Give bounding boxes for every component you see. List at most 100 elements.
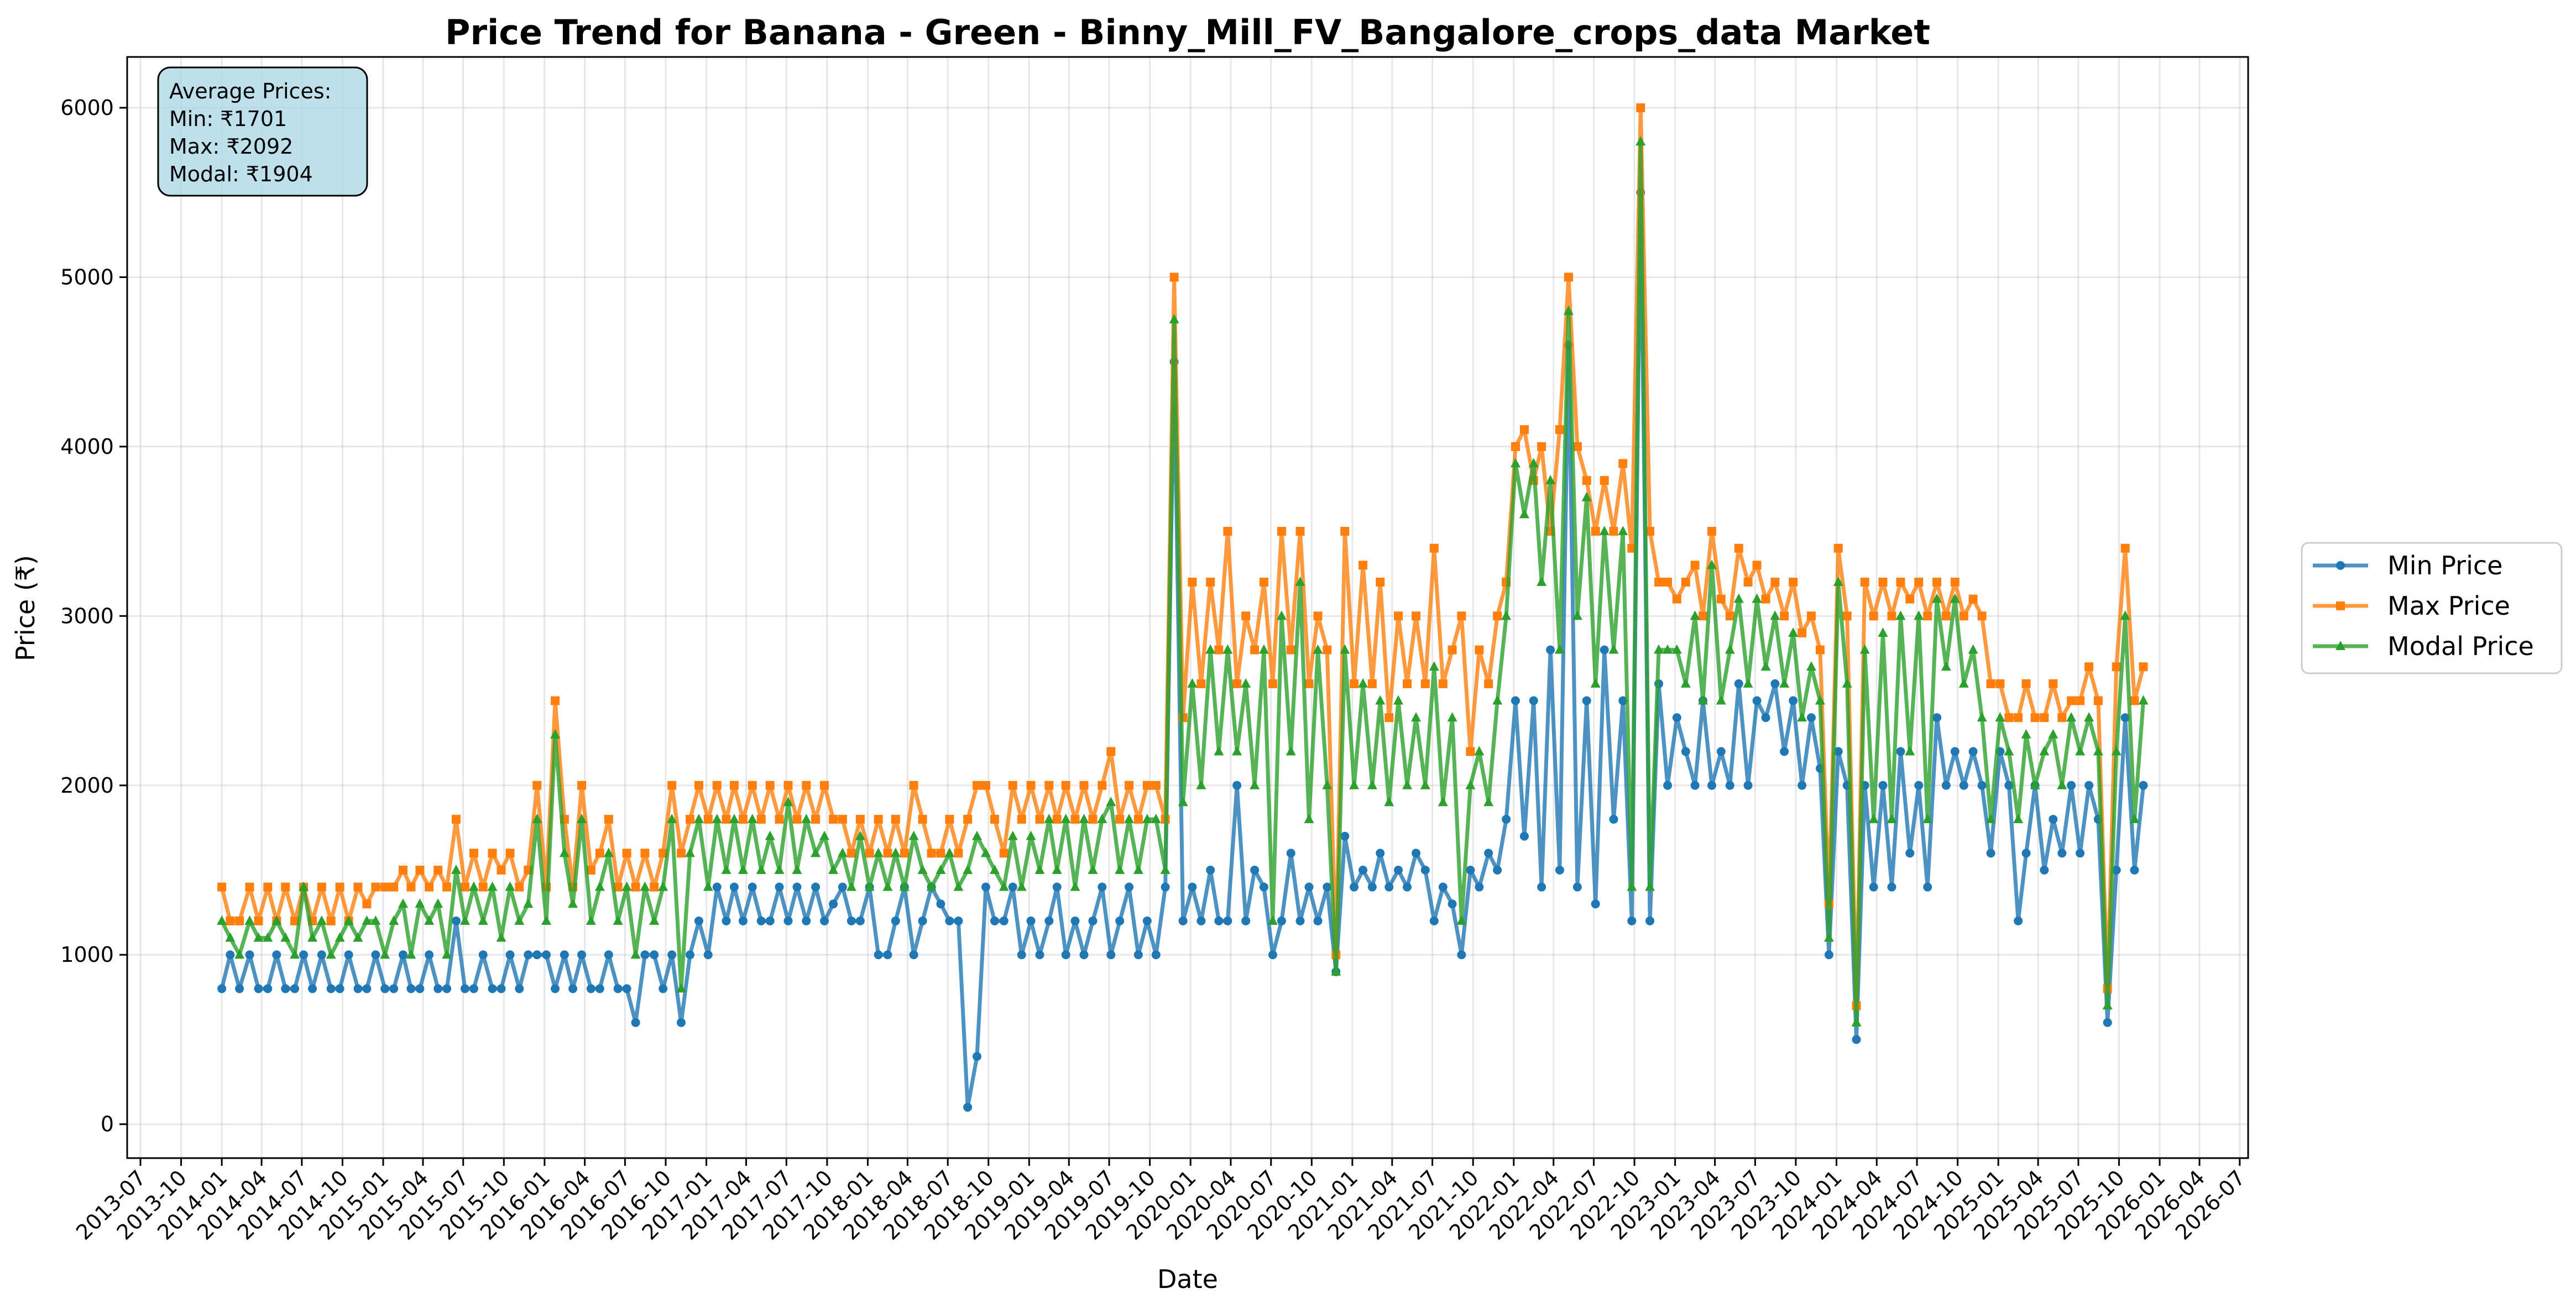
- min-price-point: [738, 916, 748, 925]
- min-price-point: [1358, 866, 1368, 875]
- min-price-point: [1546, 645, 1555, 654]
- min-price-point: [1770, 679, 1780, 688]
- max-price-point: [792, 815, 802, 824]
- max-price-point: [317, 882, 326, 892]
- modal-price-point: [1554, 644, 1565, 654]
- min-price-point: [685, 950, 694, 960]
- max-price-point: [613, 882, 623, 892]
- max-price-point: [1923, 611, 1932, 621]
- y-axis: 0 1000 2000 3000 4000 5000 6000: [60, 96, 127, 1137]
- min-price-point: [1582, 696, 1591, 705]
- modal-price-point: [1079, 814, 1089, 824]
- min-price-point: [1484, 849, 1493, 858]
- min-price-point: [1052, 882, 1062, 892]
- min-price-point: [1106, 950, 1116, 960]
- modal-price-point: [1411, 712, 1422, 722]
- max-price-point: [1672, 594, 1681, 604]
- modal-price-point: [1950, 593, 1960, 603]
- min-price-point: [1035, 950, 1044, 960]
- max-price-point: [1259, 578, 1268, 587]
- max-price-point: [1752, 561, 1762, 570]
- modal-price-point: [406, 949, 416, 959]
- max-price-point: [2004, 713, 2014, 722]
- modal-price-point: [1052, 865, 1062, 875]
- modal-price-point: [1842, 678, 1852, 688]
- min-price-point: [659, 984, 668, 993]
- max-price-point: [1142, 781, 1152, 790]
- min-price-point: [936, 899, 945, 909]
- x-axis-label: Date: [1157, 1264, 1218, 1294]
- modal-price-point: [1222, 644, 1233, 654]
- modal-price-point: [559, 847, 569, 857]
- modal-price-point: [1340, 644, 1350, 654]
- max-price-point: [1115, 815, 1125, 824]
- min-price-point: [722, 916, 731, 925]
- min-price-point: [1223, 916, 1232, 925]
- max-price-point: [874, 815, 883, 824]
- modal-price-point: [1977, 712, 1987, 722]
- max-price-point: [488, 849, 497, 858]
- min-price-point: [263, 984, 273, 993]
- modal-price-point: [290, 949, 300, 959]
- min-price-point: [2076, 849, 2085, 858]
- max-price-point: [1484, 679, 1493, 688]
- min-price-point: [1663, 781, 1673, 790]
- min-price-point: [497, 984, 506, 993]
- min-price-point: [999, 916, 1009, 925]
- max-price-point: [1061, 781, 1070, 790]
- max-price-point: [1493, 611, 1502, 621]
- min-price-point: [308, 984, 317, 993]
- min-price-point: [1376, 849, 1385, 858]
- modal-price-point: [217, 915, 227, 925]
- min-price-point: [883, 950, 892, 960]
- modal-price-point: [541, 915, 552, 925]
- modal-price-point: [667, 814, 677, 824]
- max-price-point: [1833, 543, 1843, 553]
- modal-price-point: [1115, 865, 1125, 875]
- max-price-point: [918, 815, 927, 824]
- min-price-point: [595, 984, 604, 993]
- min-price-point: [1852, 1035, 1861, 1044]
- max-price-point: [1429, 543, 1439, 553]
- modal-price-point: [478, 915, 488, 925]
- max-price-point: [2049, 679, 2058, 688]
- modal-price-point: [1654, 644, 1664, 654]
- max-price-point: [1188, 578, 1197, 587]
- max-price-point: [362, 899, 372, 909]
- min-price-point: [1313, 916, 1323, 925]
- modal-price-point: [1941, 661, 1951, 671]
- max-price-point: [1106, 747, 1116, 756]
- modal-price-point: [1905, 746, 1915, 756]
- max-price-point: [712, 781, 722, 790]
- modal-price-point: [729, 814, 739, 824]
- max-price-point: [1367, 679, 1377, 688]
- min-price-point: [694, 916, 703, 925]
- max-price-point: [532, 781, 542, 790]
- modal-price-point: [550, 729, 561, 739]
- max-price-point: [1572, 442, 1582, 451]
- modal-price-point: [433, 898, 443, 908]
- max-price-point: [1232, 679, 1242, 688]
- modal-price-point: [1690, 610, 1700, 620]
- max-price-point: [1250, 645, 1260, 654]
- max-price-point: [1734, 543, 1743, 553]
- min-price-point: [1627, 916, 1637, 925]
- modal-price-point: [2048, 729, 2058, 739]
- modal-price-point: [1779, 678, 1790, 688]
- min-price-point: [1044, 916, 1054, 925]
- max-price-point: [900, 849, 909, 858]
- min-price-point: [1088, 916, 1098, 925]
- min-price-point: [1457, 950, 1466, 960]
- min-price-point: [362, 984, 372, 993]
- legend-label-max-price: Max Price: [2387, 591, 2510, 621]
- modal-price-point: [1276, 610, 1287, 620]
- max-price-point: [1887, 611, 1896, 621]
- min-price-point: [838, 882, 847, 892]
- modal-price-point: [1492, 695, 1503, 705]
- modal-price-point: [2102, 1000, 2113, 1010]
- min-price-point: [1725, 781, 1734, 790]
- legend-label-modal-price: Modal Price: [2387, 631, 2534, 661]
- max-price-point: [2120, 543, 2130, 553]
- modal-price-point: [1501, 610, 1512, 620]
- max-price-point: [999, 849, 1009, 858]
